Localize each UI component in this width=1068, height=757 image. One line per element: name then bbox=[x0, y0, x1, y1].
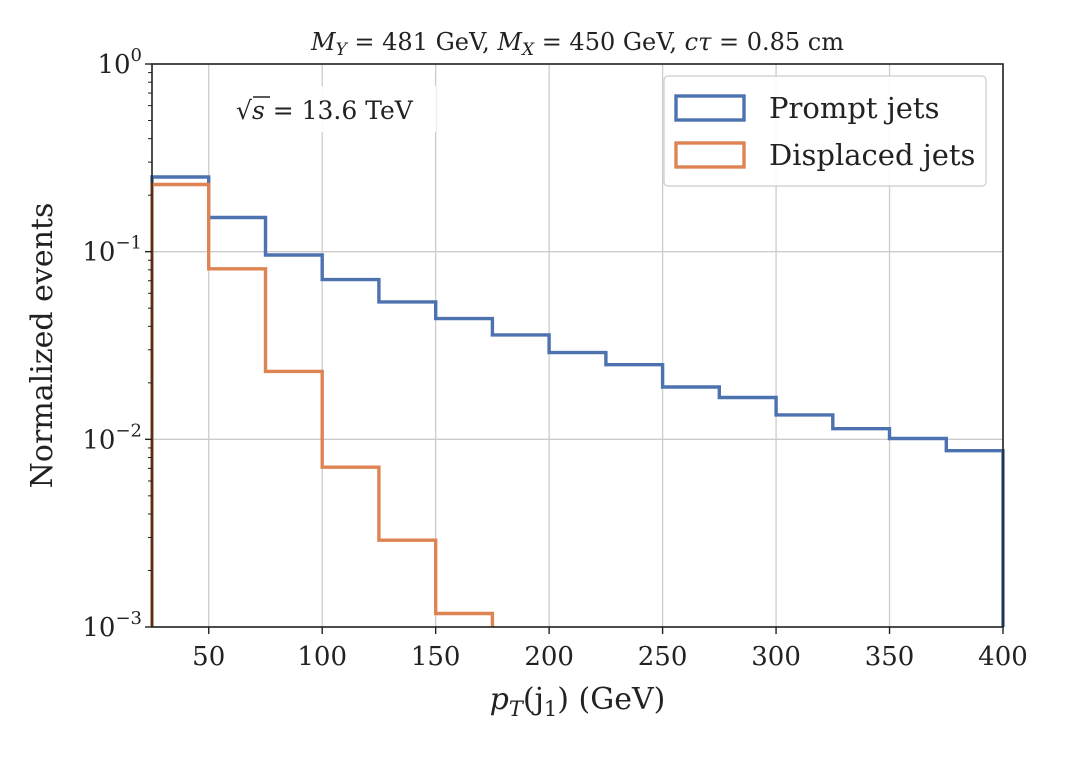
x-tick-label: 350 bbox=[865, 642, 915, 672]
y-tick-label: 10−2 bbox=[82, 420, 142, 455]
x-tick-label: 100 bbox=[297, 642, 347, 672]
legend-swatch bbox=[674, 94, 746, 122]
x-axis-label: pT(j1) (GeV) bbox=[490, 682, 666, 721]
series-displaced-jets bbox=[150, 182, 495, 627]
y-tick-label: 10−1 bbox=[82, 233, 142, 268]
plot-frame bbox=[151, 63, 1004, 628]
x-tick-label: 300 bbox=[751, 642, 801, 672]
x-tick-label: 150 bbox=[411, 642, 461, 672]
x-tick-label: 200 bbox=[524, 642, 574, 672]
y-axis-label: Normalized events bbox=[25, 203, 60, 489]
x-tick-label: 250 bbox=[638, 642, 688, 672]
legend: Prompt jets Displaced jets bbox=[663, 75, 987, 187]
series-prompt-jets bbox=[150, 175, 1005, 627]
x-tick-label: 400 bbox=[978, 642, 1028, 672]
ticks: 50 100 150 200 250 300 350 400 100 10−1 10−2 10−3 bbox=[82, 45, 1027, 672]
legend-label: Displaced jets bbox=[769, 138, 975, 172]
x-tick-label: 50 bbox=[192, 642, 225, 672]
series-layer bbox=[150, 175, 1005, 627]
chart-title: MY = 481 GeV, MX = 450 GeV, cτ = 0.85 cm bbox=[310, 28, 844, 60]
y-tick-label: 100 bbox=[97, 45, 142, 80]
legend-label: Prompt jets bbox=[769, 91, 939, 125]
energy-annotation: √s = 13.6 TeV bbox=[228, 86, 436, 132]
y-tick-label: 10−3 bbox=[82, 608, 142, 643]
svg-text:√s = 13.6 TeV: √s = 13.6 TeV bbox=[236, 96, 414, 125]
legend-swatch bbox=[674, 141, 746, 169]
